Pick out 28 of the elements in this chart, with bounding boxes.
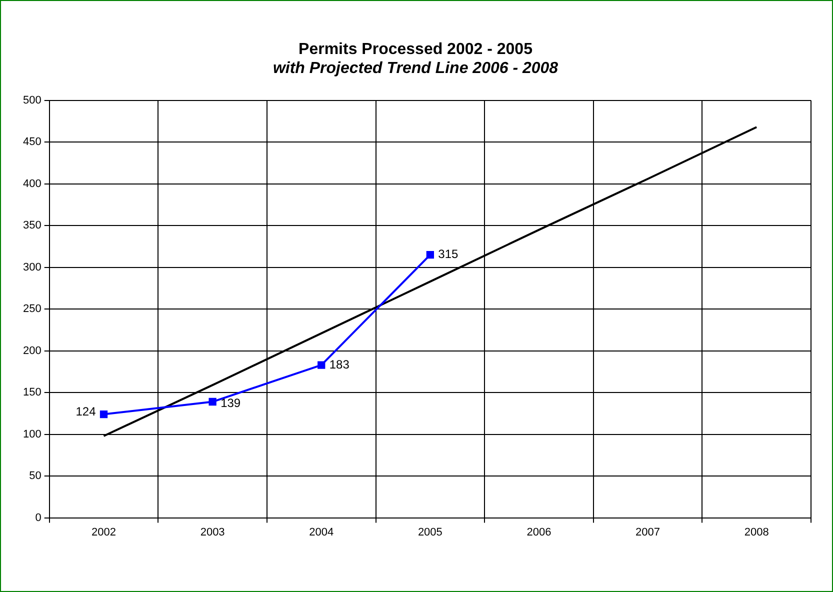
y-tick-label: 350 (22, 220, 42, 232)
point (208, 398, 216, 406)
y-tick-label: 50 (29, 470, 42, 482)
point (100, 410, 108, 418)
y-tick-label: 150 (22, 386, 42, 399)
y-tick-label: 250 (22, 303, 42, 316)
y-tick-label: 450 (22, 136, 42, 148)
point (318, 361, 326, 369)
data-label: 315 (438, 247, 459, 262)
y-tick-label: 200 (22, 344, 42, 357)
y-tick-label: 100 (22, 428, 42, 440)
x-tick-label: 2003 (200, 526, 225, 538)
y-tick-label: 400 (22, 178, 42, 190)
x-tick-label: 2006 (526, 526, 552, 538)
x-tick-label: 2008 (744, 526, 769, 538)
y-tick-label: 300 (22, 261, 42, 274)
x-tick-label: 2005 (418, 526, 442, 538)
x-tick-label: 2004 (309, 526, 334, 538)
chart-title: Permits Processed 2002 - 2005 (298, 41, 533, 58)
point (426, 251, 434, 259)
data-label: 139 (220, 396, 241, 410)
y-tick-label: 500 (22, 94, 42, 106)
data-label: 183 (329, 357, 350, 372)
x-tick-label: 2007 (636, 526, 660, 538)
x-tick-label: 2002 (92, 526, 116, 538)
chart-subtitle: with Projected Trend Line 2006 - 2008 (272, 60, 558, 78)
y-tick-label: 0 (35, 512, 42, 524)
data-label: 124 (76, 404, 96, 419)
